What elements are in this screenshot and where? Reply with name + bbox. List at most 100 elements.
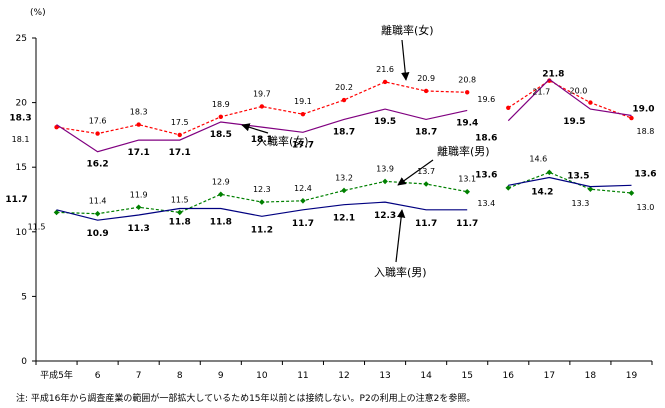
x-tick-label: 17	[544, 371, 555, 381]
data-point	[629, 115, 634, 121]
x-tick-label: 12	[338, 371, 349, 381]
data-label: 14.2	[531, 188, 553, 198]
data-label: 13.1	[458, 175, 476, 184]
y-tick-label: 5	[21, 292, 27, 302]
data-label: 19.5	[563, 117, 585, 127]
y-unit-label: (%)	[30, 8, 46, 18]
data-point	[259, 104, 265, 109]
data-point	[135, 204, 142, 211]
x-tick-label: 14	[420, 371, 432, 381]
x-tick-label: 8	[177, 371, 183, 381]
annotation-label-2: 入職率(女)	[256, 134, 309, 148]
data-label: 11.7	[5, 195, 27, 205]
data-label: 17.7	[292, 140, 314, 150]
data-point	[94, 210, 101, 217]
data-label: 11.2	[251, 225, 273, 235]
data-point	[505, 185, 512, 191]
data-label: 19.7	[253, 89, 271, 98]
data-label: 13.6	[475, 170, 497, 180]
series-line-2-segment-1	[56, 108, 468, 153]
data-label: 18.7	[415, 127, 437, 137]
data-label: 20.9	[417, 74, 435, 83]
data-point	[382, 178, 388, 185]
data-label: 18.3	[9, 114, 31, 124]
data-label: 13.6	[634, 169, 656, 179]
data-labels-layer: 18.1 17.6 18.3 17.5 18.9 19.7 19.1 20.2 21.6 20.9…	[5, 65, 656, 239]
annotation-label-1: 離職率(女)	[381, 23, 434, 37]
data-label: 11.4	[89, 197, 107, 206]
y-tick-label: 15	[16, 163, 27, 173]
data-label: 18.6	[475, 134, 497, 144]
series-line-1-segment-1	[56, 81, 468, 136]
data-point	[177, 132, 182, 138]
series-layer	[53, 78, 635, 221]
x-tick-label: 11	[297, 371, 308, 381]
data-label: 17.6	[89, 117, 107, 126]
data-point	[176, 209, 183, 216]
data-label: 11.9	[130, 190, 148, 199]
data-label: 18.1	[251, 135, 273, 145]
x-tick-label: 15	[461, 371, 472, 381]
data-label: 18.5	[210, 130, 232, 140]
footnote: 注: 平成16年から調査産業の範囲が一部拡大しているため15年以前とは接続しない…	[16, 392, 475, 404]
y-tick-label: 20	[16, 99, 28, 109]
y-tick-label: 0	[21, 357, 27, 367]
data-point	[341, 187, 347, 194]
data-label: 17.5	[171, 118, 189, 127]
data-point	[465, 90, 470, 95]
data-label: 14.6	[529, 154, 547, 163]
data-label: 16.2	[86, 160, 108, 170]
data-point	[587, 186, 594, 192]
data-point	[506, 105, 511, 110]
x-tick-label: 16	[503, 371, 515, 381]
data-label: 20.2	[335, 83, 353, 92]
data-label: 13.3	[571, 199, 589, 208]
data-point	[423, 88, 429, 94]
annotation-label-3: 離職率(男)	[437, 144, 490, 158]
data-point	[300, 112, 306, 117]
x-tick-label: 9	[218, 371, 224, 381]
data-point	[423, 181, 429, 187]
data-label: 13.9	[376, 164, 394, 173]
annotation-label-4: 入職率(男)	[374, 265, 427, 279]
data-label: 18.7	[333, 127, 355, 137]
data-point	[300, 197, 306, 204]
y-tick-label: 10	[16, 228, 28, 238]
x-tick-label: 19	[626, 371, 638, 381]
data-label: 18.1	[12, 135, 30, 144]
annotation-arrow-2	[241, 123, 269, 134]
data-label: 20.8	[458, 75, 476, 84]
data-label: 21.7	[532, 88, 550, 97]
series-line-1-segment-2	[507, 79, 632, 119]
series-line-4-segment-2	[508, 176, 632, 188]
data-label: 11.7	[456, 219, 478, 229]
data-point	[464, 188, 470, 195]
data-point	[259, 199, 265, 205]
data-label: 12.4	[294, 184, 312, 193]
data-label: 12.9	[212, 177, 230, 186]
data-label: 10.9	[86, 229, 108, 239]
data-label: 19.6	[477, 95, 495, 104]
data-label: 11.8	[169, 218, 191, 228]
data-point	[136, 122, 141, 127]
data-point	[382, 79, 388, 85]
data-label: 21.6	[376, 65, 394, 74]
data-point	[218, 191, 224, 198]
x-tick-label: 13	[379, 371, 390, 381]
data-label: 12.3	[253, 185, 271, 194]
y-tick-label: 25	[16, 34, 27, 44]
data-label: 18.3	[130, 108, 148, 117]
data-label: 13.2	[335, 173, 353, 182]
data-label: 11.7	[415, 219, 437, 229]
series-line-2-segment-2	[507, 78, 632, 122]
data-label: 11.7	[292, 219, 314, 229]
annotation-arrow-4	[395, 209, 406, 263]
data-point	[53, 209, 60, 216]
chart-axes: 0 5 10 15 20 25 (%) 平成5年 6 7 8 9 10 11 12 13 14 15 16 17 18 1…	[16, 8, 653, 381]
x-tick-label: 平成5年	[40, 369, 73, 381]
data-label: 20.0	[569, 87, 587, 96]
series-line-4-segment-1	[56, 201, 468, 221]
data-label: 21.8	[542, 69, 564, 79]
data-label: 19.4	[456, 118, 478, 128]
